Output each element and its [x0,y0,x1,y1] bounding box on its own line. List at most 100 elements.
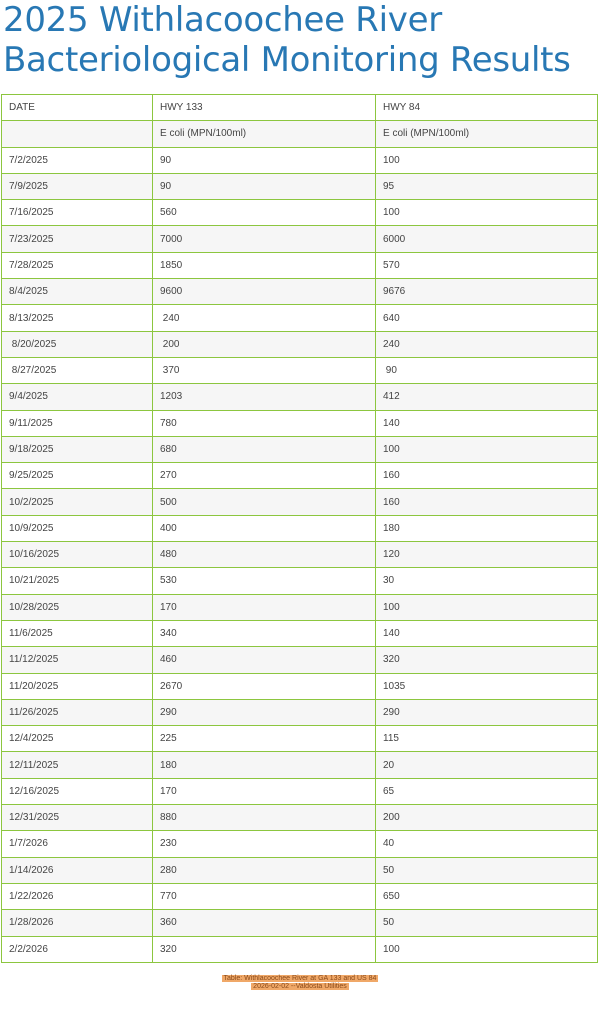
table-row: 10/9/2025 400 180 [1,514,598,543]
table-row: 10/2/2025 500 160 [1,488,598,516]
table-row: 9/11/2025 780 140 [1,409,598,437]
table-cell: 12/31/2025 [1,804,153,832]
table-cell: 1/22/2026 [1,882,153,911]
table-cell: E coli (MPN/100ml) [152,120,376,148]
table-cell: 7/2/2025 [1,146,153,174]
caption-line-2: 2026-02-02 --Valdosta Utilities [251,982,349,990]
table-cell: 120 [375,541,598,569]
table-cell: 2670 [152,672,376,700]
table-cell: 2/2/2026 [1,935,153,963]
table-cell: 1/7/2026 [1,830,153,858]
table-row: 8/13/2025 240 640 [1,304,598,332]
table-cell: 7/16/2025 [1,199,153,227]
table-cell: 9/25/2025 [1,462,153,490]
table-cell: 160 [375,462,598,490]
caption: Table: Withlacoochee River at GA 133 and… [0,974,600,991]
table-cell: 10/21/2025 [1,567,153,595]
table-cell: 770 [152,882,376,911]
table-cell: E coli (MPN/100ml) [375,120,598,148]
table-cell: 115 [375,725,598,753]
caption-line-1: Table: Withlacoochee River at GA 133 and… [221,974,379,982]
table-cell: 780 [152,409,376,437]
table-cell: 170 [152,777,376,806]
table-cell [1,120,153,148]
table-row: 10/21/2025 530 30 [1,567,598,595]
table-cell: 200 [152,330,376,358]
table-row: 12/11/2025 180 20 [1,751,598,779]
table-row: 9/18/2025 680 100 [1,435,598,464]
table-cell: 570 [375,251,598,280]
table-cell: 140 [375,619,598,648]
table-cell: 7/23/2025 [1,225,153,253]
table-cell: 10/16/2025 [1,541,153,569]
table-cell: 50 [375,856,598,884]
table-cell: 140 [375,409,598,437]
table-cell: 65 [375,777,598,806]
table-cell: DATE [1,93,153,122]
table-cell: 240 [152,304,376,332]
table-cell: 50 [375,909,598,937]
table-cell: 8/20/2025 [1,330,153,358]
table-row: 1/7/2026 230 40 [1,830,598,858]
table-row: 12/4/2025 225 115 [1,725,598,753]
table-cell: 480 [152,541,376,569]
table-cell: 9600 [152,278,376,306]
table-cell: 360 [152,909,376,937]
table-cell: 30 [375,567,598,595]
table-cell: 90 [152,172,376,201]
table-row: 8/27/2025 370 90 [1,356,598,385]
table-cell: 1203 [152,383,376,411]
table-cell: 880 [152,804,376,832]
table-cell: 160 [375,488,598,516]
table-row: 11/26/2025 290 290 [1,698,598,727]
results-table: DATE HWY 133 HWY 84 E coli (MPN/100ml) E col… [1,93,598,963]
table-cell: 11/6/2025 [1,619,153,648]
table-cell: 9/11/2025 [1,409,153,437]
table-cell: 40 [375,830,598,858]
table-cell: 11/26/2025 [1,698,153,727]
table-row: 11/20/2025 2670 1035 [1,672,598,700]
table-cell: 100 [375,435,598,464]
table-row: 7/16/2025 560 100 [1,199,598,227]
table-cell: 11/12/2025 [1,646,153,674]
table-cell: 100 [375,935,598,963]
table-cell: 225 [152,725,376,753]
table-cell: 1850 [152,251,376,280]
table-cell: 100 [375,593,598,621]
table-cell: 100 [375,146,598,174]
table-row: 1/14/2026 280 50 [1,856,598,884]
table-cell: 10/9/2025 [1,514,153,543]
table-cell: 7/28/2025 [1,251,153,280]
table-cell: 560 [152,199,376,227]
table-cell: 95 [375,172,598,201]
table-row: 8/20/2025 200 240 [1,330,598,358]
table-cell: 400 [152,514,376,543]
table-row: 7/23/2025 7000 6000 [1,225,598,253]
table-cell: 290 [375,698,598,727]
page-title: 2025 Withlacoochee River Bacteriological… [3,0,571,80]
table-cell: 320 [375,646,598,674]
units-row: E coli (MPN/100ml) E coli (MPN/100ml) [1,120,598,148]
table-row: 11/6/2025 340 140 [1,619,598,648]
table-row: 9/4/2025 1203 412 [1,383,598,411]
table-row: 7/9/2025 90 95 [1,172,598,201]
table-cell: 6000 [375,225,598,253]
table-cell: 20 [375,751,598,779]
table-row: 7/2/2025 90 100 [1,146,598,174]
table-cell: 412 [375,383,598,411]
table-cell: 460 [152,646,376,674]
table-cell: HWY 133 [152,93,376,122]
table-cell: 90 [375,356,598,385]
table-row: 1/28/2026 360 50 [1,909,598,937]
table-cell: 180 [375,514,598,543]
header-row: DATE HWY 133 HWY 84 [1,93,598,122]
table-row: 11/12/2025 460 320 [1,646,598,674]
table-cell: 650 [375,882,598,911]
table-cell: 530 [152,567,376,595]
table-cell: 370 [152,356,376,385]
table-cell: 9676 [375,278,598,306]
table-cell: 8/4/2025 [1,278,153,306]
table-cell: 340 [152,619,376,648]
table-cell: 10/2/2025 [1,488,153,516]
table-cell: 640 [375,304,598,332]
